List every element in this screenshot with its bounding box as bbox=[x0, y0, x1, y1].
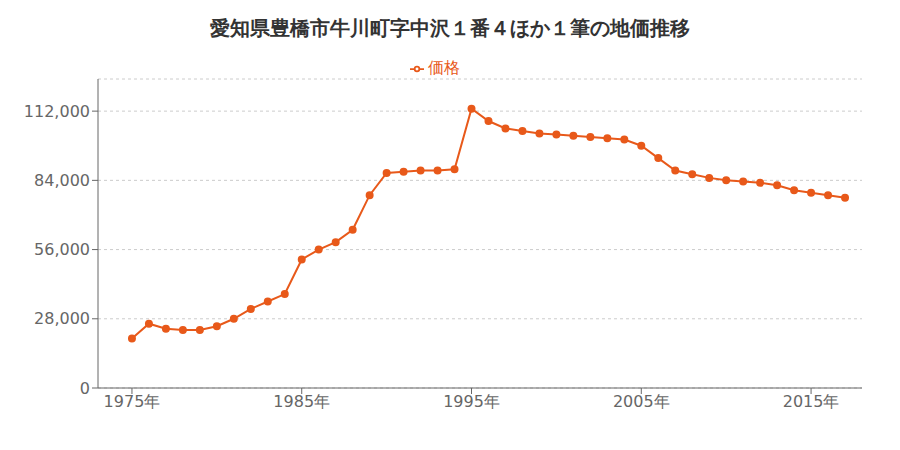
svg-text:2015年: 2015年 bbox=[783, 392, 840, 411]
html-text:愛知県豊橋市牛川町字中沢１番４ほか１筆の地価推移: 愛知県豊橋市牛川町字中沢１番４ほか１筆の地価推移 bbox=[210, 16, 690, 40]
svg-text:1985年: 1985年 bbox=[273, 392, 330, 411]
svg-text:84,000: 84,000 bbox=[34, 171, 90, 190]
svg-text:0: 0 bbox=[80, 379, 90, 398]
svg-text:56,000: 56,000 bbox=[34, 240, 90, 259]
html-text:価格: 価格 bbox=[428, 58, 460, 77]
svg-text:112,000: 112,000 bbox=[24, 102, 90, 121]
svg-text:1995年: 1995年 bbox=[443, 392, 500, 411]
svg-text:1975年: 1975年 bbox=[104, 392, 161, 411]
svg-text:28,000: 28,000 bbox=[34, 309, 90, 328]
svg-text:2005年: 2005年 bbox=[613, 392, 670, 411]
